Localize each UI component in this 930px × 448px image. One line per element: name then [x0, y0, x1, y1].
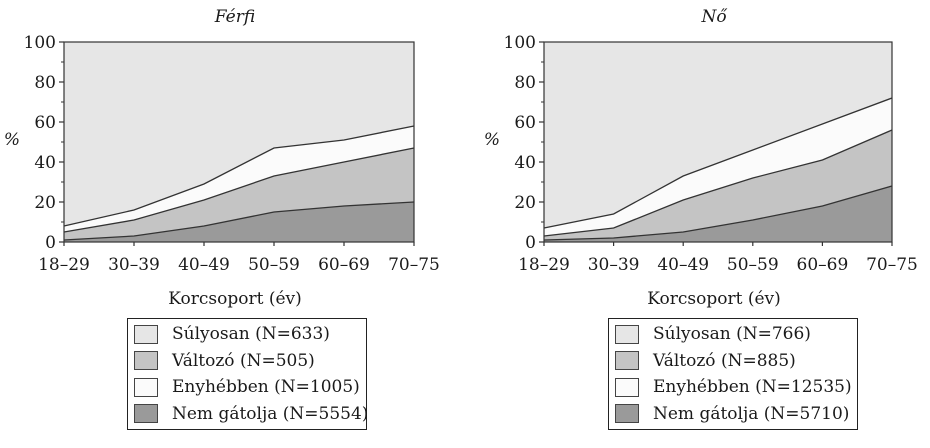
legend-swatch-enyhebben — [615, 377, 639, 397]
legend-item-enyhebben: Enyhébben (N=1005) — [134, 374, 360, 401]
x-tick-label-30–39: 30–39 — [588, 255, 640, 275]
chart-panel-no: 0 20 40 60 80 100 18–29 30–39 40–49 50–59 60–69 70–… — [484, 7, 918, 309]
y-tick-label-80: 80 — [514, 73, 536, 93]
legend-label-sulyosan: Súlyosan (N=766) — [653, 324, 811, 345]
legend-item-enyhebben: Enyhébben (N=12535) — [615, 374, 852, 401]
legend-no: Súlyosan (N=766) Változó (N=885) Enyhébb… — [608, 318, 858, 430]
boundary-line-enyhebben — [543, 129, 893, 237]
chart-title: Férfi — [214, 7, 255, 27]
x-tick-label-60–69: 60–69 — [797, 255, 849, 275]
y-tick-label-40: 40 — [34, 153, 56, 173]
x-axis-label: Korcsoport (év) — [168, 289, 302, 309]
x-tick-label-50–59: 50–59 — [248, 255, 300, 275]
x-axis-label: Korcsoport (év) — [647, 289, 781, 309]
y-tick-label-100: 100 — [24, 33, 56, 53]
area-enyhebben — [64, 148, 414, 240]
legend-swatch-nem-gatolja — [615, 404, 639, 424]
area-valtozo — [64, 126, 414, 232]
legend-item-valtozo: Változó (N=505) — [134, 348, 360, 375]
x-tick-label-30–39: 30–39 — [108, 255, 160, 275]
y-tick-label-20: 20 — [514, 193, 536, 213]
area-sulyosan — [544, 42, 892, 228]
y-axis-label: % — [4, 130, 20, 150]
legend-swatch-valtozo — [615, 351, 639, 371]
legend-swatch-enyhebben — [134, 377, 158, 397]
area-enyhebben — [544, 130, 892, 240]
legend-item-sulyosan: Súlyosan (N=766) — [615, 321, 851, 348]
legend-item-sulyosan: Súlyosan (N=633) — [134, 321, 360, 348]
legend-label-sulyosan: Súlyosan (N=633) — [172, 324, 330, 345]
x-tick-label-70–75: 70–75 — [388, 255, 440, 275]
area-sulyosan — [64, 42, 414, 226]
y-tick-label-60: 60 — [514, 113, 536, 133]
legend-label-nem-gatolja: Nem gátolja (N=5710) — [653, 403, 850, 424]
x-tick-label-18–29: 18–29 — [38, 255, 90, 275]
legend-label-nem-gatolja: Nem gátolja (N=5554) — [172, 403, 369, 424]
y-tick-label-20: 20 — [34, 193, 56, 213]
legend-item-valtozo: Változó (N=885) — [615, 348, 851, 375]
y-tick-label-60: 60 — [34, 113, 56, 133]
legend-label-valtozo: Változó (N=505) — [172, 350, 315, 371]
x-tick-label-50–59: 50–59 — [727, 255, 779, 275]
x-tick-label-70–75: 70–75 — [866, 255, 918, 275]
legend-swatch-valtozo — [134, 351, 158, 371]
boundary-line-valtozo — [63, 125, 415, 227]
y-tick-label-100: 100 — [504, 33, 536, 53]
legend-swatch-nem-gatolja — [134, 404, 158, 424]
boundary-line-enyhebben — [63, 147, 415, 233]
legend-swatch-sulyosan — [615, 324, 639, 344]
x-tick-label-60–69: 60–69 — [318, 255, 370, 275]
y-tick-label-0: 0 — [45, 233, 56, 253]
y-tick-label-80: 80 — [34, 73, 56, 93]
legend-label-enyhebben: Enyhébben (N=1005) — [172, 377, 360, 398]
x-tick-label-40–49: 40–49 — [178, 255, 230, 275]
legend-item-nem-gatolja: Nem gátolja (N=5710) — [615, 401, 851, 428]
boundary-line-nem-gatolja — [543, 185, 893, 241]
chart-panel-ferfi: 0 20 40 60 80 100 18–29 30–39 40–49 50–59 60–69 70–… — [4, 7, 440, 309]
boundary-line-nem-gatolja — [63, 201, 415, 241]
legend-label-valtozo: Változó (N=885) — [653, 350, 796, 371]
area-nem-gatolja — [64, 202, 414, 242]
area-nem-gatolja — [544, 186, 892, 242]
legend-item-nem-gatolja: Nem gátolja (N=5554) — [134, 401, 368, 428]
legend-ferfi: Súlyosan (N=633) Változó (N=505) Enyhébb… — [127, 318, 368, 430]
legend-swatch-sulyosan — [134, 324, 158, 344]
boundary-line-valtozo — [543, 97, 893, 229]
x-tick-label-18–29: 18–29 — [518, 255, 570, 275]
x-tick-label-40–49: 40–49 — [657, 255, 709, 275]
y-axis-label: % — [484, 130, 500, 150]
area-valtozo — [544, 98, 892, 236]
chart-title: Nő — [700, 7, 727, 27]
y-tick-label-40: 40 — [514, 153, 536, 173]
legend-label-enyhebben: Enyhébben (N=12535) — [653, 377, 852, 398]
y-tick-label-0: 0 — [525, 233, 536, 253]
